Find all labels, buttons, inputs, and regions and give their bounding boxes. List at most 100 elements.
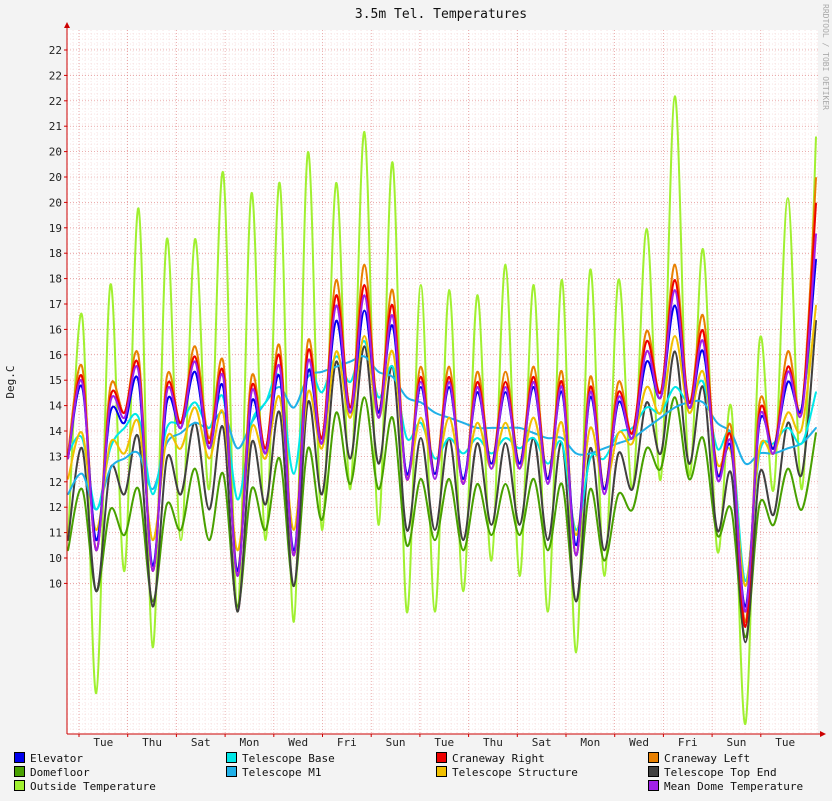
data-point	[109, 442, 112, 445]
data-point	[815, 177, 817, 179]
data-point	[349, 416, 352, 419]
x-tick-label: Tue	[775, 736, 795, 749]
y-tick-label: 18	[49, 273, 62, 286]
y-tick-label: 12	[49, 501, 62, 514]
data-point	[95, 508, 98, 511]
legend-swatch	[14, 752, 25, 763]
data-point	[631, 437, 634, 439]
y-tick-label: 21	[49, 120, 62, 133]
data-point	[377, 396, 380, 399]
data-point	[208, 442, 211, 445]
data-point	[448, 365, 450, 368]
data-point	[815, 427, 817, 429]
data-point	[772, 488, 775, 490]
data-point	[490, 452, 493, 455]
data-point	[772, 452, 775, 455]
data-point	[292, 585, 295, 587]
data-point	[222, 360, 225, 363]
data-point	[532, 376, 535, 378]
data-point	[631, 442, 634, 445]
data-point	[546, 478, 549, 480]
data-point	[589, 452, 592, 455]
data-point	[236, 575, 239, 577]
data-point	[292, 554, 295, 557]
y-tick-label: 15	[49, 374, 62, 387]
data-point	[250, 376, 253, 378]
data-point	[462, 539, 465, 541]
data-point	[95, 529, 98, 531]
legend-item: Telescope Top End	[648, 766, 777, 780]
data-point	[419, 386, 422, 388]
x-tick-label: Tue	[93, 736, 113, 749]
data-point	[815, 258, 817, 261]
data-point	[532, 432, 535, 434]
data-point	[81, 488, 83, 490]
data-point	[659, 467, 662, 470]
data-point	[758, 401, 761, 404]
data-point	[688, 478, 690, 480]
data-point	[67, 549, 69, 552]
data-point	[335, 411, 338, 414]
y-tick-label: 18	[49, 247, 62, 260]
data-point	[419, 437, 422, 439]
data-point	[490, 427, 493, 429]
data-point	[504, 421, 507, 424]
data-point	[180, 432, 182, 434]
data-point	[589, 457, 592, 460]
data-point	[702, 248, 704, 251]
data-point	[730, 472, 733, 475]
data-point	[589, 488, 592, 490]
data-point	[321, 370, 323, 373]
legend-swatch	[436, 766, 447, 777]
data-point	[377, 411, 380, 414]
data-point	[123, 416, 126, 419]
data-point	[391, 304, 394, 307]
data-point	[180, 493, 182, 496]
data-point	[109, 401, 112, 404]
data-point	[448, 386, 450, 388]
chart-title: 3.5m Tel. Temperatures	[355, 7, 527, 22]
data-point	[575, 554, 577, 557]
data-point	[518, 534, 521, 536]
data-point	[744, 722, 747, 725]
data-point	[194, 355, 196, 358]
legend-swatch	[14, 766, 25, 777]
data-point	[335, 355, 338, 358]
data-point	[518, 462, 521, 465]
data-point	[377, 462, 380, 465]
data-point	[786, 421, 789, 424]
data-point	[81, 365, 83, 368]
data-point	[405, 478, 408, 480]
data-point	[716, 478, 719, 480]
data-point	[603, 493, 606, 496]
data-point	[645, 360, 648, 363]
data-point	[772, 523, 775, 526]
legend-swatch	[436, 752, 447, 763]
data-point	[448, 416, 450, 419]
data-point	[236, 447, 239, 450]
data-point	[589, 447, 592, 450]
data-point	[532, 386, 535, 388]
data-point	[292, 472, 295, 475]
data-point	[349, 360, 352, 363]
y-tick-label: 12	[49, 476, 62, 489]
data-point	[617, 442, 620, 445]
data-point	[659, 452, 662, 455]
data-point	[815, 136, 817, 139]
data-point	[123, 534, 126, 536]
data-point	[476, 442, 479, 445]
data-point	[419, 401, 422, 404]
data-point	[561, 421, 563, 424]
data-point	[603, 488, 606, 490]
data-point	[264, 539, 267, 541]
data-point	[518, 467, 521, 470]
data-point	[462, 590, 465, 593]
x-tick-label: Sat	[532, 736, 552, 749]
data-point	[786, 467, 789, 470]
data-point	[278, 411, 281, 414]
data-point	[391, 289, 394, 292]
data-point	[208, 488, 211, 490]
data-point	[434, 472, 436, 475]
y-tick-label: 11	[49, 527, 62, 540]
data-point	[772, 513, 775, 516]
